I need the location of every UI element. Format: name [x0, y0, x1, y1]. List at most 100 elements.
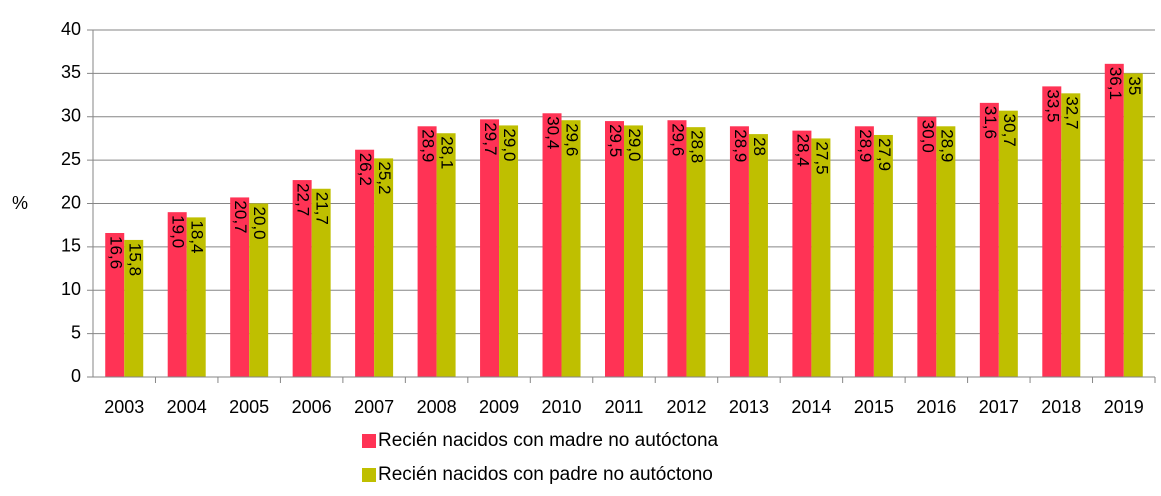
x-tick-label: 2012 — [666, 397, 706, 417]
data-label: 36,1 — [1106, 67, 1125, 100]
data-label: 29,5 — [606, 124, 625, 157]
x-tick-label: 2017 — [979, 397, 1019, 417]
data-label: 28,8 — [687, 130, 706, 163]
bar — [480, 119, 500, 377]
bar — [417, 126, 437, 377]
data-label: 29,7 — [481, 122, 500, 155]
data-label: 28,4 — [793, 134, 812, 167]
bar — [355, 149, 375, 377]
y-tick-label: 30 — [61, 106, 81, 126]
data-label: 28,1 — [438, 136, 457, 169]
data-label: 21,7 — [313, 192, 332, 225]
bar — [624, 125, 643, 377]
legend-label: Recién nacidos con madre no autóctona — [378, 430, 719, 451]
data-label: 30,0 — [918, 120, 937, 153]
bar — [854, 126, 874, 377]
bar — [998, 110, 1018, 378]
y-tick-label: 15 — [61, 236, 81, 256]
data-label: 29,6 — [563, 123, 582, 156]
bar — [167, 212, 187, 377]
legend-label: Recién nacidos con padre no autóctono — [378, 464, 713, 485]
bar — [792, 130, 812, 377]
bar — [917, 116, 937, 377]
bar — [729, 126, 749, 377]
x-tick-label: 2008 — [417, 397, 457, 417]
bar — [936, 126, 956, 377]
bar — [311, 188, 331, 377]
bar — [1042, 86, 1062, 377]
bar — [667, 120, 687, 377]
legend-swatch — [362, 468, 376, 482]
x-tick-label: 2009 — [479, 397, 519, 417]
data-label: 28,9 — [731, 129, 750, 162]
data-label: 28,9 — [419, 129, 438, 162]
data-label: 28,9 — [937, 129, 956, 162]
bar — [292, 180, 312, 377]
data-label: 33,5 — [1043, 89, 1062, 122]
x-tick-label: 2011 — [605, 397, 644, 417]
data-label: 18,4 — [188, 220, 207, 253]
bar — [873, 134, 893, 377]
data-label: 28 — [750, 137, 769, 156]
bar — [374, 158, 394, 377]
x-tick-label: 2006 — [292, 397, 332, 417]
bar — [561, 120, 581, 377]
bar — [436, 133, 456, 377]
data-label: 25,2 — [375, 161, 394, 194]
bar — [605, 121, 624, 378]
data-label: 26,2 — [356, 153, 375, 186]
bar — [230, 197, 250, 377]
bar — [499, 125, 519, 377]
data-label: 30,7 — [1000, 114, 1019, 147]
data-label: 27,5 — [812, 141, 831, 174]
x-tick-label: 2003 — [104, 397, 144, 417]
y-tick-label: 5 — [71, 322, 81, 342]
data-label: 28,9 — [856, 129, 875, 162]
x-tick-label: 2019 — [1104, 397, 1144, 417]
data-label: 32,7 — [1062, 96, 1081, 129]
bar — [186, 217, 206, 377]
bar — [124, 239, 144, 377]
y-tick-label: 0 — [71, 366, 81, 386]
bar — [811, 138, 831, 377]
data-label: 20,7 — [231, 200, 250, 233]
data-label: 29,0 — [500, 128, 519, 161]
data-label: 31,6 — [981, 106, 1000, 139]
data-label: 16,6 — [106, 236, 125, 269]
bar — [249, 203, 269, 377]
x-tick-label: 2005 — [229, 397, 269, 417]
x-tick-label: 2016 — [916, 397, 956, 417]
data-label: 19,0 — [169, 215, 188, 248]
x-tick-label: 2004 — [167, 397, 207, 417]
x-tick-label: 2010 — [542, 397, 582, 417]
bar — [979, 102, 999, 378]
y-tick-label: 35 — [61, 62, 81, 82]
data-label: 29,6 — [668, 123, 687, 156]
x-tick-label: 2013 — [729, 397, 769, 417]
bar — [686, 127, 706, 377]
bar — [542, 113, 562, 377]
x-tick-label: 2007 — [354, 397, 394, 417]
data-label: 15,8 — [125, 243, 144, 276]
x-tick-label: 2014 — [791, 397, 831, 417]
bar — [1061, 93, 1081, 377]
x-tick-label: 2015 — [854, 397, 894, 417]
data-label: 35 — [1125, 76, 1144, 95]
y-tick-label: 40 — [61, 19, 81, 39]
data-label: 30,4 — [544, 116, 563, 149]
x-tick-label: 2018 — [1041, 397, 1081, 417]
data-label: 27,9 — [875, 138, 894, 171]
y-axis-label: % — [12, 193, 28, 213]
data-label: 22,7 — [294, 183, 313, 216]
bar — [1123, 73, 1143, 377]
bar — [1104, 63, 1124, 378]
bar — [748, 134, 768, 377]
y-tick-label: 20 — [61, 192, 81, 212]
data-label: 29,0 — [625, 128, 644, 161]
data-label: 20,0 — [250, 207, 269, 240]
bar — [105, 232, 125, 377]
y-tick-label: 25 — [61, 149, 81, 169]
y-tick-label: 10 — [61, 279, 81, 299]
legend-swatch — [362, 434, 376, 448]
